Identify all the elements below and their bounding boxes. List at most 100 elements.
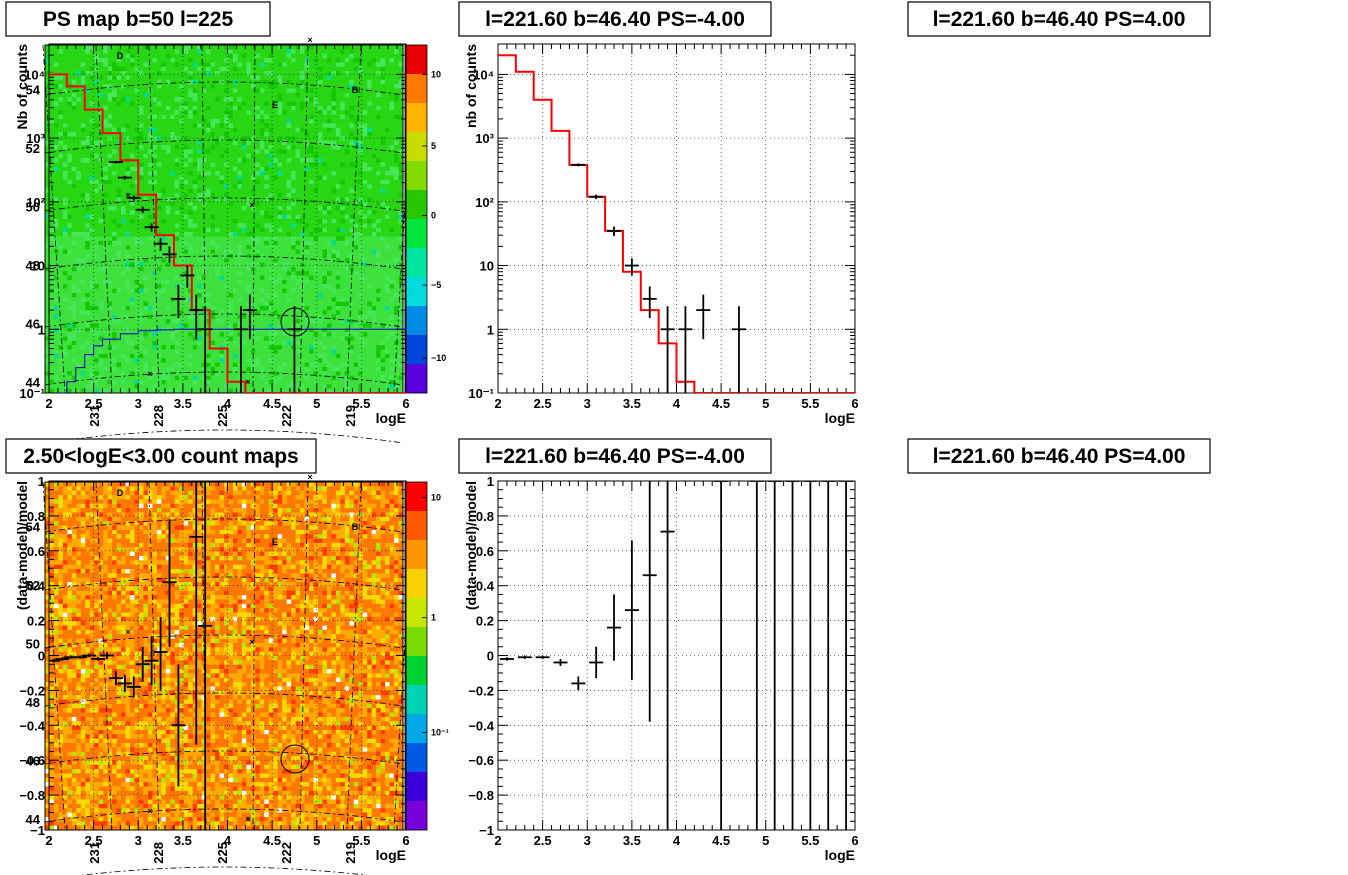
heatmap-cell [165, 310, 171, 315]
heatmap-cell [161, 284, 167, 289]
heatmap-cell [143, 314, 149, 320]
heatmap-cell [188, 58, 193, 63]
heatmap-cell [156, 118, 162, 124]
heatmap-cell [143, 118, 149, 124]
heatmap-cell [304, 358, 310, 363]
heatmap-cell [45, 340, 50, 346]
heatmap-cell [53, 49, 59, 54]
heatmap-cell [67, 236, 73, 242]
heatmap-cell [259, 101, 265, 107]
heatmap-cell [210, 171, 216, 176]
heatmap-cell [241, 118, 247, 124]
heatmap-cell [156, 140, 162, 146]
heatmap-cell [179, 118, 185, 124]
heatmap-cell [246, 253, 252, 259]
heatmap-cell [116, 379, 122, 385]
heatmap-cell [273, 205, 278, 211]
heatmap-cell [165, 271, 171, 276]
heatmap-cell [85, 210, 91, 215]
heatmap-cell [183, 123, 189, 128]
heatmap-cell [313, 66, 319, 72]
heatmap-cell [156, 306, 162, 311]
heatmap-cell [103, 349, 108, 355]
heatmap-cell [107, 118, 113, 124]
heatmap-cell [103, 171, 108, 176]
heatmap-cell [143, 258, 149, 263]
heatmap-cell [192, 219, 198, 224]
heatmap-cell [264, 384, 270, 389]
heatmap-cell [143, 62, 149, 68]
heatmap-cell [300, 371, 305, 376]
heatmap-cell [232, 105, 238, 111]
heatmap-cell [215, 223, 220, 228]
heatmap-cell [138, 379, 144, 385]
heatmap-cell [125, 284, 131, 289]
heatmap-cell [206, 192, 211, 198]
heatmap-cell [277, 62, 283, 68]
heatmap-cell [165, 153, 171, 159]
heatmap-cell [322, 97, 328, 102]
heatmap-cell [130, 284, 135, 289]
heatmap-cell [170, 140, 176, 146]
heatmap-cell [250, 53, 256, 59]
heatmap-cell [309, 184, 314, 189]
heatmap-cell [282, 158, 287, 163]
heatmap-cell [156, 301, 162, 307]
heatmap-cell [85, 297, 91, 302]
heatmap-cell [188, 279, 193, 285]
heatmap-cell [322, 179, 328, 185]
heatmap-cell [152, 140, 158, 146]
heatmap-cell [85, 249, 91, 255]
heatmap-cell [300, 358, 305, 363]
heatmap-cell [138, 279, 144, 285]
heatmap-cell [268, 219, 274, 224]
heatmap-cell [125, 232, 131, 237]
heatmap-cell [89, 45, 95, 50]
heatmap-cell [45, 227, 50, 233]
heatmap-cell [174, 179, 180, 185]
heatmap-cell [206, 249, 211, 255]
heatmap-cell [94, 75, 99, 81]
heatmap-cell [107, 49, 113, 54]
heatmap-cell [174, 201, 180, 207]
heatmap-cell [304, 84, 310, 89]
heatmap-cell [170, 192, 176, 198]
heatmap-cell [241, 236, 247, 242]
heatmap-cell [210, 192, 216, 198]
heatmap-cell [143, 214, 149, 220]
heatmap-cell [98, 366, 104, 372]
heatmap-cell [62, 379, 68, 385]
heatmap-cell [152, 236, 158, 242]
heatmap-cell [183, 327, 189, 333]
heatmap-cell [210, 271, 216, 276]
heatmap-cell [89, 323, 95, 329]
heatmap-cell [62, 384, 68, 389]
heatmap-cell [165, 319, 171, 324]
heatmap-cell [268, 188, 274, 194]
heatmap-cell [246, 118, 252, 124]
heatmap-cell [183, 306, 189, 311]
heatmap-cell [286, 236, 292, 242]
heatmap-cell [76, 153, 82, 159]
heatmap-cell [165, 201, 171, 207]
heatmap-cell [89, 166, 95, 172]
heatmap-cell [98, 66, 104, 72]
heatmap-cell [45, 314, 50, 320]
heatmap-cell [215, 284, 220, 289]
heatmap-cell [255, 336, 261, 342]
heatmap-cell [62, 323, 68, 329]
heatmap-cell [300, 314, 305, 320]
heatmap-cell [179, 319, 185, 324]
heatmap-cell [228, 249, 234, 255]
heatmap-cell [112, 366, 117, 372]
heatmap-cell [49, 101, 55, 107]
heatmap-cell [94, 171, 99, 176]
heatmap-cell [112, 127, 117, 133]
heatmap-cell [80, 88, 86, 94]
heatmap-cell [138, 262, 144, 268]
heatmap-cell [130, 340, 135, 346]
heatmap-cell [224, 171, 229, 176]
heatmap-cell [197, 88, 202, 94]
heatmap-cell [156, 384, 162, 389]
heatmap-cell [58, 314, 64, 320]
